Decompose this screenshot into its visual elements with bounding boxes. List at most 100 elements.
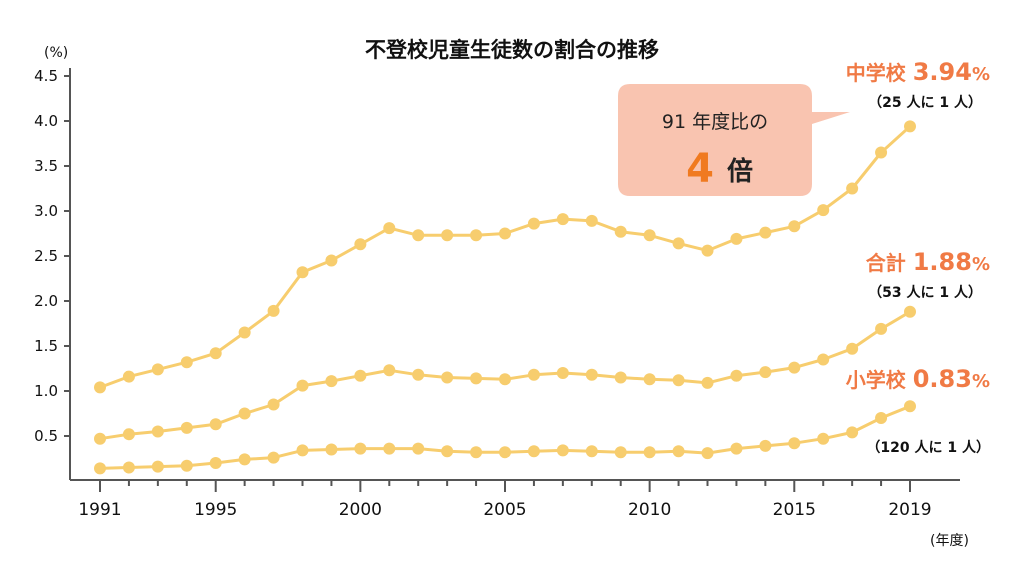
data-point [527,368,540,381]
data-point [817,432,830,445]
data-point [151,425,164,438]
data-point [296,444,309,457]
data-point [383,222,396,235]
data-point [122,461,135,474]
y-tick-label: 4.5 [34,67,58,85]
data-point [846,182,859,195]
x-tick-label: 2015 [773,500,816,520]
data-point [441,371,454,384]
data-point [672,374,685,387]
data-point [383,442,396,455]
data-point [701,244,714,257]
data-point [94,432,106,445]
data-point [151,460,164,473]
data-point [759,226,772,239]
data-point [585,368,598,381]
y-tick-label: 4.0 [34,112,58,130]
series-label: 合計 1.88% [866,248,990,276]
data-point [238,407,251,420]
data-point [470,372,483,385]
data-point [730,442,743,455]
data-point [904,120,916,133]
x-tick-label: 2000 [339,500,382,520]
series-line [99,404,911,470]
data-point [354,369,367,382]
data-point [441,229,454,242]
data-point [441,445,454,458]
data-point [672,237,685,250]
x-tick-label: 2010 [628,500,671,520]
y-ticks: 0.5 1.0 1.5 2.0 2.5 3.0 3.5 4.0 4.5 [34,67,70,445]
data-point [672,445,685,458]
data-point [122,428,135,441]
data-point [875,322,888,335]
data-point [875,146,888,159]
y-tick-label: 2.0 [34,292,58,310]
y-axis-unit: (%) [44,45,68,61]
data-point [209,457,222,469]
data-point [383,364,396,377]
series-ratio: （120 人に 1 人） [866,439,990,456]
data-point [614,446,627,459]
callout-shape [618,84,850,196]
data-point [701,376,714,389]
data-point [904,400,916,413]
series-labels: 中学校 3.94% （25 人に 1 人） 合計 1.88% （53 人に 1 人） 小… [846,58,990,456]
data-point [209,418,222,431]
x-tick-label: 1991 [78,500,121,520]
data-point [122,370,135,383]
data-point [701,447,714,460]
series-points [94,120,916,475]
data-point [643,446,656,459]
y-tick-label: 2.5 [34,247,58,265]
data-point [556,213,569,226]
data-point [412,368,425,381]
data-point [643,373,656,386]
data-point [817,353,830,366]
y-tick-label: 0.5 [34,427,58,445]
data-point [585,445,598,458]
data-point [180,421,193,434]
data-point [151,363,164,376]
callout-unit: 倍 [727,156,753,187]
chart-title: 不登校児童生徒数の割合の推移 [365,38,659,62]
data-point [904,305,916,318]
data-point [267,398,280,411]
y-tick-label: 3.0 [34,202,58,220]
data-point [180,459,193,472]
data-point [296,266,309,279]
x-tick-label: 2005 [483,500,526,520]
data-point [238,326,251,339]
series-ratio: （53 人に 1 人） [868,284,982,301]
data-point [817,204,830,217]
y-tick-label: 1.0 [34,382,58,400]
data-point [759,439,772,452]
data-point [354,238,367,251]
data-point [846,342,859,355]
data-point [94,381,106,394]
x-axis-unit: (年度) [930,533,969,549]
data-point [412,229,425,242]
data-point [614,225,627,238]
data-point [875,412,888,424]
data-point [412,442,425,455]
data-point [788,437,801,450]
data-point [730,232,743,245]
data-point [267,304,280,317]
data-point [788,361,801,374]
data-point [94,462,106,475]
data-point [527,217,540,230]
data-point [296,379,309,392]
data-point [643,229,656,242]
data-point [354,442,367,455]
callout-number: 4 [686,146,714,192]
data-point [470,229,483,242]
data-point [209,347,222,360]
x-tick-label: 1995 [194,500,237,520]
data-point [759,366,772,379]
data-point [499,446,511,459]
data-point [238,453,251,466]
series-label: 中学校 3.94% [846,58,990,86]
data-point [325,375,338,388]
